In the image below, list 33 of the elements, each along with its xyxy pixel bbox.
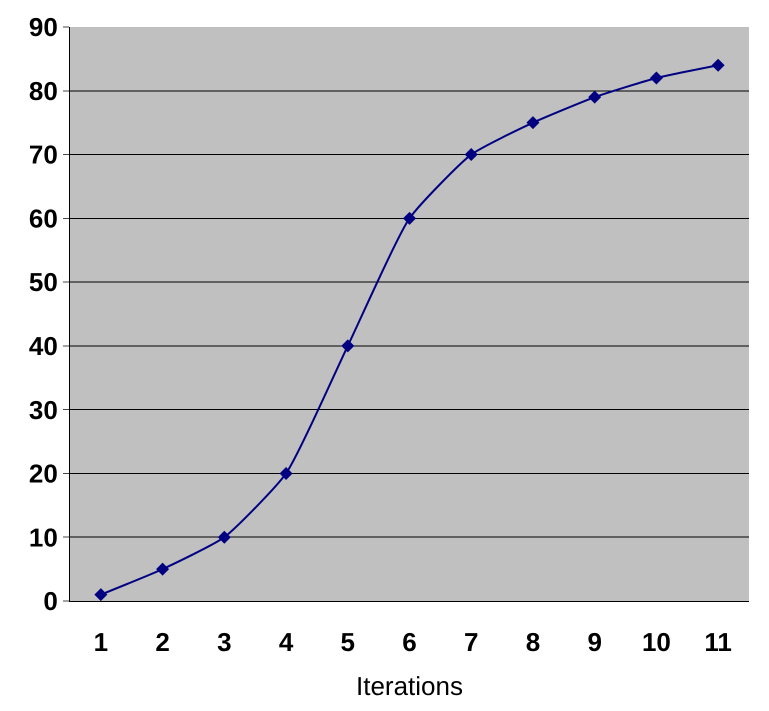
point xyxy=(156,562,170,576)
y-tick-label: 20 xyxy=(28,458,58,489)
y-tick-label: 60 xyxy=(28,203,58,234)
y-tick-label: 0 xyxy=(43,586,58,616)
x-tick-label: 5 xyxy=(340,627,356,658)
y-tick-label: 30 xyxy=(28,394,58,425)
y-tick-label: 70 xyxy=(28,140,58,170)
x-tick-label: 10 xyxy=(642,627,671,658)
y-tick-label: 40 xyxy=(28,330,58,361)
y-tick-label: 50 xyxy=(28,267,58,298)
x-tick-label: 1 xyxy=(94,627,108,658)
x-tick-label: 6 xyxy=(402,627,417,658)
point xyxy=(588,90,602,104)
x-tick-label: 9 xyxy=(587,627,602,658)
point xyxy=(94,588,108,601)
x-tick-label: 8 xyxy=(526,627,540,658)
x-tick-label: 4 xyxy=(278,627,294,658)
point xyxy=(464,148,478,162)
x-tick-label: 11 xyxy=(704,627,732,658)
point xyxy=(712,58,725,72)
y-tick-label: 90 xyxy=(28,12,58,42)
point xyxy=(341,339,354,352)
x-tick-label: 3 xyxy=(217,627,232,658)
point xyxy=(403,212,416,225)
x-tick-label: 2 xyxy=(155,627,170,658)
point xyxy=(280,466,293,480)
point xyxy=(650,72,663,85)
y-tick-label: 80 xyxy=(28,76,58,106)
point xyxy=(526,116,540,130)
point xyxy=(218,530,231,544)
x-tick-label: 7 xyxy=(464,627,478,658)
y-tick-label: 10 xyxy=(28,522,58,552)
x-axis-title: Iterations xyxy=(356,670,463,701)
